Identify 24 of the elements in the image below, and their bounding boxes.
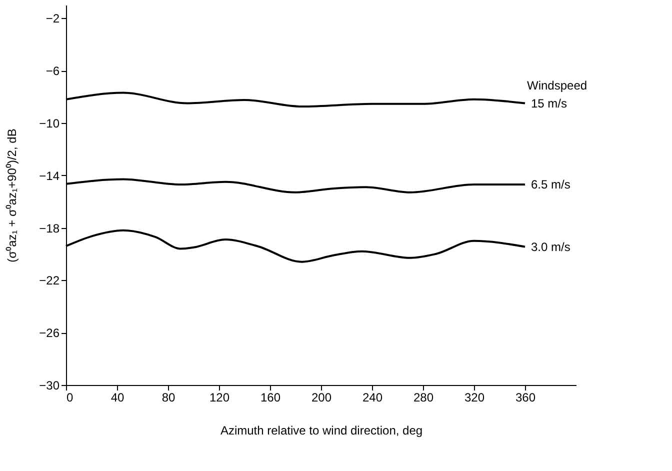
x-tick-label: 360 — [515, 390, 536, 404]
series-label: 3.0 m/s — [531, 240, 570, 254]
y-tick-label: −10 — [39, 116, 60, 130]
x-tick-label: 80 — [162, 390, 176, 404]
x-tick-label: 240 — [362, 390, 383, 404]
y-tick-label: −6 — [46, 64, 60, 78]
y-tick-label: −14 — [39, 168, 60, 183]
legend-title: Windspeed — [527, 78, 588, 92]
x-tick-label: 280 — [413, 390, 434, 404]
y-tick-label: −30 — [39, 378, 60, 392]
y-axis-title: (σ⁰az₁ + σ⁰az₁+90⁰)/2, dB — [5, 128, 20, 262]
x-tick-label: 200 — [311, 390, 332, 404]
x-axis-title: Azimuth relative to wind direction, deg — [220, 424, 423, 438]
y-tick-label: −22 — [39, 274, 60, 288]
series-label: 15 m/s — [531, 96, 568, 110]
y-tick-label: −18 — [39, 221, 60, 236]
x-tick-label: 0 — [66, 390, 74, 404]
y-tick-label: −2 — [46, 12, 60, 26]
x-tick-label: 160 — [260, 390, 281, 404]
x-tick-label: 40 — [110, 390, 124, 404]
x-tick-label: 320 — [464, 390, 485, 404]
series-label: 6.5 m/s — [531, 178, 570, 192]
x-tick-label: 120 — [209, 390, 230, 404]
y-tick-label: −26 — [39, 326, 60, 340]
